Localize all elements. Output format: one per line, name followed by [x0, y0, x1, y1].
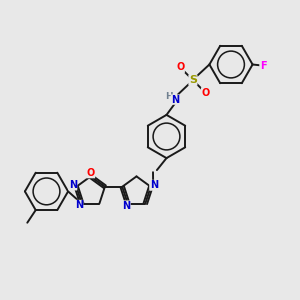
Text: O: O	[86, 168, 95, 178]
Text: N: N	[122, 201, 130, 211]
Text: N: N	[150, 180, 158, 190]
Text: H: H	[165, 92, 172, 101]
Text: N: N	[171, 94, 179, 105]
Text: O: O	[201, 88, 210, 98]
Text: S: S	[189, 75, 197, 85]
Text: F: F	[260, 61, 266, 71]
Text: N: N	[69, 180, 77, 190]
Text: O: O	[176, 62, 184, 73]
Text: N: N	[75, 200, 83, 210]
